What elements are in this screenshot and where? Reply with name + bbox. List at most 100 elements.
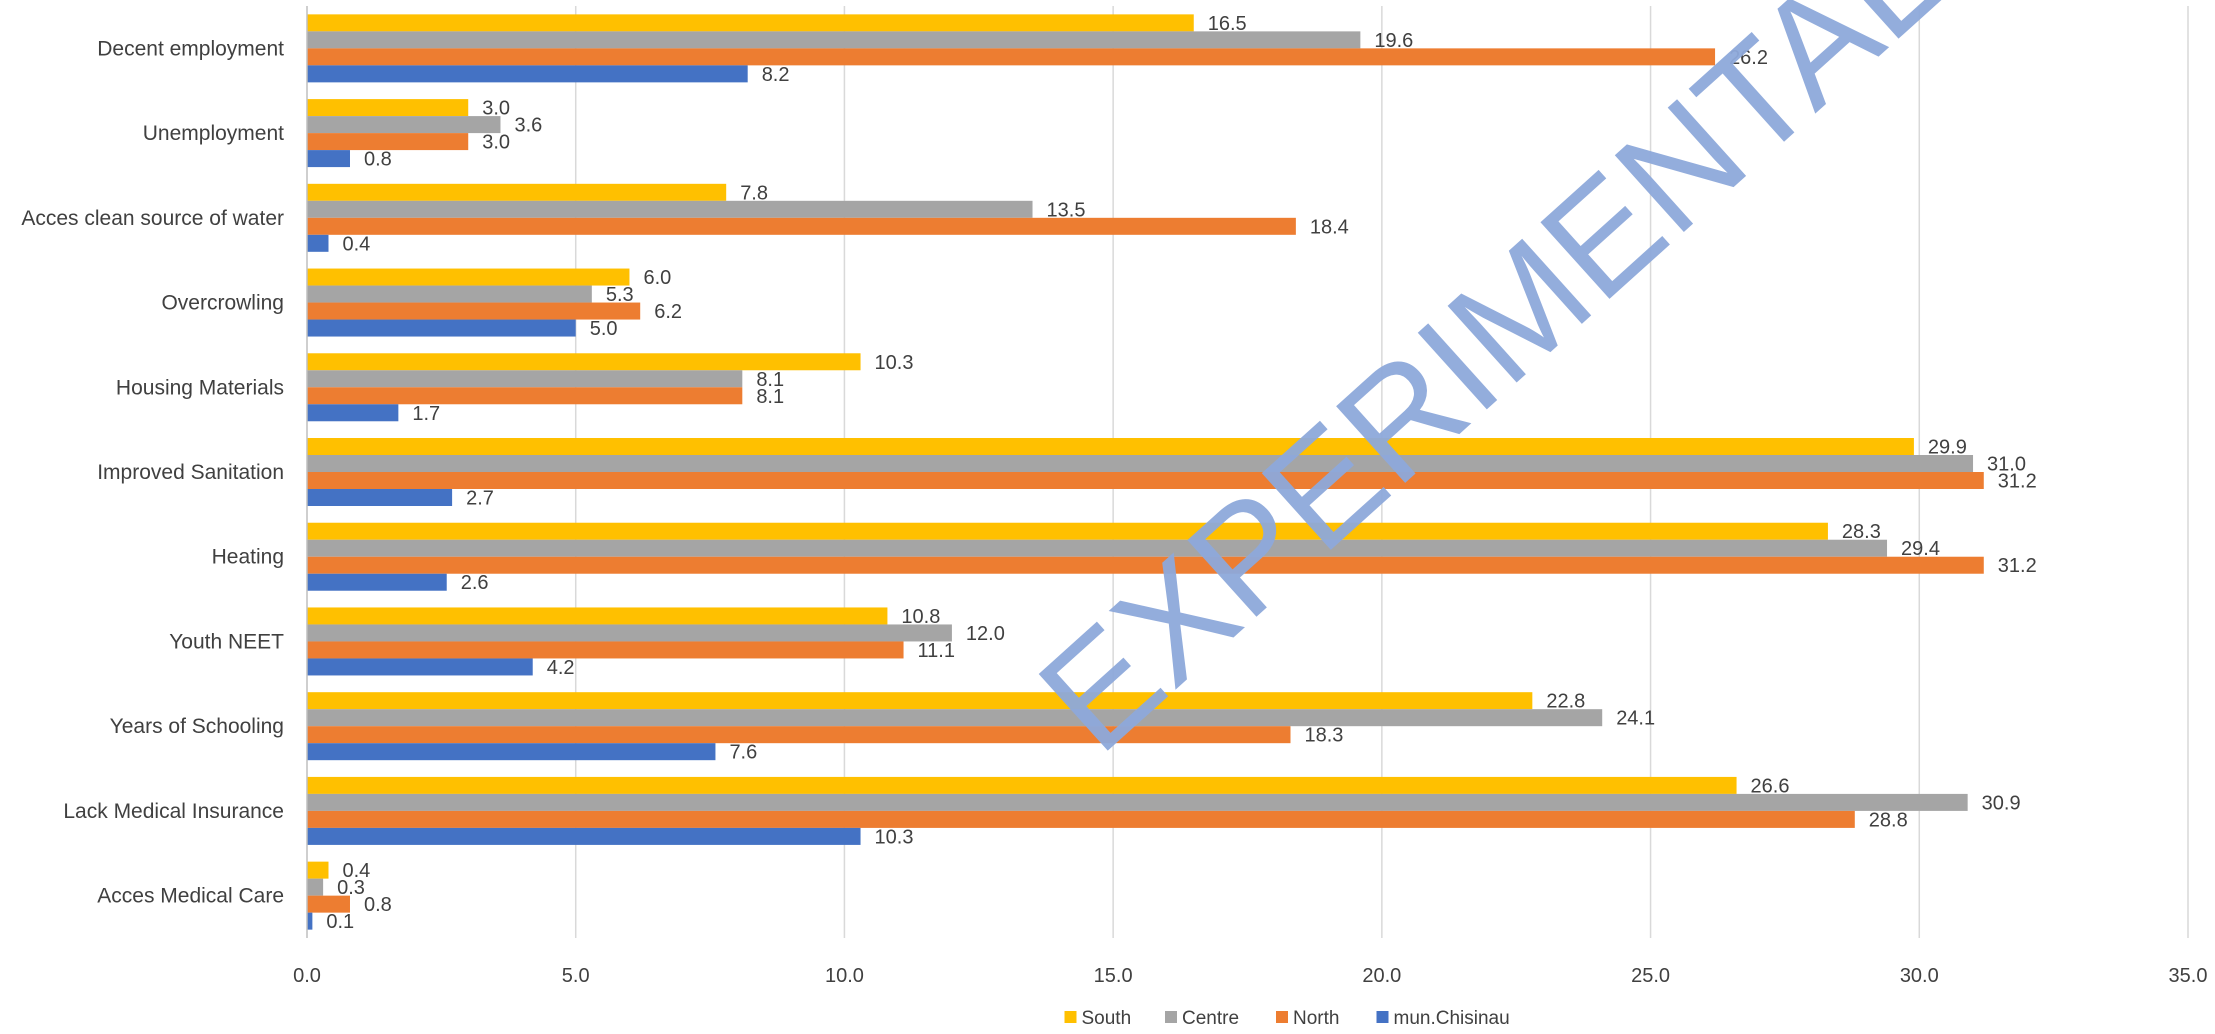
- data-labels: 16.5 19.6 26.2 8.2 3.03.63.0 0.8 7.8 13.5 18.4 0.…: [326, 13, 2036, 933]
- x-tick-label: 35.0: [2169, 965, 2208, 987]
- bar-mun-chisinau: [307, 658, 533, 676]
- data-label: 2.6: [461, 572, 489, 594]
- bar-centre: [307, 878, 324, 896]
- bar-south: [307, 776, 1737, 794]
- data-label: 0.3: [337, 877, 365, 899]
- category-label: Improved Sanitation: [97, 461, 284, 484]
- bar-centre: [307, 539, 1888, 557]
- data-label: 18.4: [1310, 216, 1349, 238]
- x-tick-label: 25.0: [1631, 965, 1670, 987]
- category-label: Heating: [212, 546, 284, 569]
- category-label: Years of Schooling: [110, 715, 284, 738]
- legend-label: Centre: [1182, 1008, 1239, 1029]
- data-label: 28.3: [1842, 521, 1881, 543]
- bar-mun-chisinau: [307, 234, 329, 252]
- x-tick-label: 5.0: [562, 965, 590, 987]
- bar-north: [307, 217, 1296, 235]
- bar-centre: [307, 624, 952, 642]
- data-label: 5.0: [590, 318, 618, 340]
- bar-north: [307, 387, 743, 405]
- data-label: 6.2: [654, 301, 682, 323]
- category-label: Lack Medical Insurance: [63, 800, 284, 823]
- data-label: 12.0: [966, 623, 1005, 645]
- bar-north: [307, 48, 1716, 66]
- data-label: 26.2: [1729, 47, 1768, 69]
- bar-mun-chisinau: [307, 573, 447, 591]
- bar-mun-chisinau: [307, 827, 861, 845]
- category-label: Acces clean source of water: [21, 207, 284, 230]
- data-label: 0.1: [326, 911, 354, 933]
- bar-mun-chisinau: [307, 743, 716, 761]
- bar-north: [307, 641, 904, 659]
- bar-south: [307, 861, 329, 879]
- bar-mun-chisinau: [307, 150, 350, 168]
- data-label: 10.8: [901, 606, 940, 628]
- bar-south: [307, 268, 630, 286]
- data-label: 0.8: [364, 894, 392, 916]
- x-tick-label: 10.0: [825, 965, 864, 987]
- category-label: Unemployment: [143, 122, 284, 145]
- bar-north: [307, 810, 1855, 828]
- data-label: 8.1: [756, 386, 784, 408]
- data-label: 11.1: [918, 640, 955, 662]
- data-label: 3.0: [482, 98, 510, 120]
- data-label: 26.6: [1751, 775, 1790, 797]
- legend-swatch: [1165, 1011, 1177, 1023]
- data-label: 2.7: [466, 488, 494, 510]
- data-label: 3.0: [482, 132, 510, 154]
- data-label: 8.2: [762, 64, 790, 86]
- bar-north: [307, 726, 1291, 744]
- bar-centre: [307, 793, 1968, 811]
- data-label: 29.4: [1901, 538, 1940, 560]
- data-label: 10.3: [875, 352, 914, 374]
- legend-swatch: [1376, 1011, 1389, 1023]
- category-label: Decent employment: [97, 37, 284, 60]
- data-label: 22.8: [1546, 691, 1585, 713]
- legend-swatch: [1276, 1011, 1288, 1023]
- data-label: 16.5: [1208, 13, 1247, 35]
- data-label: 30.9: [1982, 792, 2021, 814]
- x-tick-label: 15.0: [1094, 965, 1133, 987]
- bar-centre: [307, 455, 1974, 472]
- bar-centre: [307, 31, 1361, 49]
- bar-centre: [307, 285, 592, 303]
- category-label: Acces Medical Care: [97, 885, 284, 908]
- bar-mun-chisinau: [307, 65, 748, 83]
- data-label: 4.2: [547, 657, 575, 679]
- category-label: Youth NEET: [169, 630, 284, 653]
- data-label: 31.2: [1998, 471, 2037, 493]
- data-label: 28.8: [1869, 809, 1908, 831]
- data-label: 13.5: [1047, 199, 1086, 221]
- legend-label: mun.Chisinau: [1394, 1008, 1510, 1029]
- x-tick-label: 30.0: [1900, 965, 1939, 987]
- category-label: Overcrowling: [161, 292, 284, 315]
- data-label: 3.6: [514, 115, 542, 137]
- bar-north: [307, 895, 350, 913]
- x-tick-label: 20.0: [1362, 965, 1401, 987]
- x-tick-label: 0.0: [293, 965, 321, 987]
- category-labels: Decent employment Unemployment Acces clean…: [21, 37, 284, 907]
- bar-mun-chisinau: [307, 489, 453, 506]
- legend-swatch: [1064, 1011, 1077, 1023]
- data-label: 24.1: [1616, 708, 1655, 730]
- bar-south: [307, 438, 1914, 455]
- data-label: 5.3: [606, 284, 634, 306]
- data-label: 0.4: [342, 860, 370, 882]
- bar-south: [307, 14, 1194, 32]
- data-label: 10.3: [875, 826, 914, 848]
- watermark: EXPERIMENTAL: [1008, 0, 1973, 783]
- bar-south: [307, 183, 727, 201]
- data-label: 6.0: [643, 267, 671, 289]
- bar-centre: [307, 116, 501, 134]
- bar-centre: [307, 370, 743, 388]
- data-label: 1.7: [412, 403, 440, 425]
- data-label: 31.2: [1998, 555, 2037, 577]
- data-label: 18.3: [1304, 725, 1343, 747]
- data-label: 0.4: [342, 233, 370, 255]
- legend: South Centre North mun.Chisinau: [1064, 1008, 1510, 1029]
- bar-south: [307, 99, 469, 117]
- bar-mun-chisinau: [307, 404, 399, 422]
- data-label: 0.8: [364, 149, 392, 171]
- data-label: 7.8: [740, 182, 768, 204]
